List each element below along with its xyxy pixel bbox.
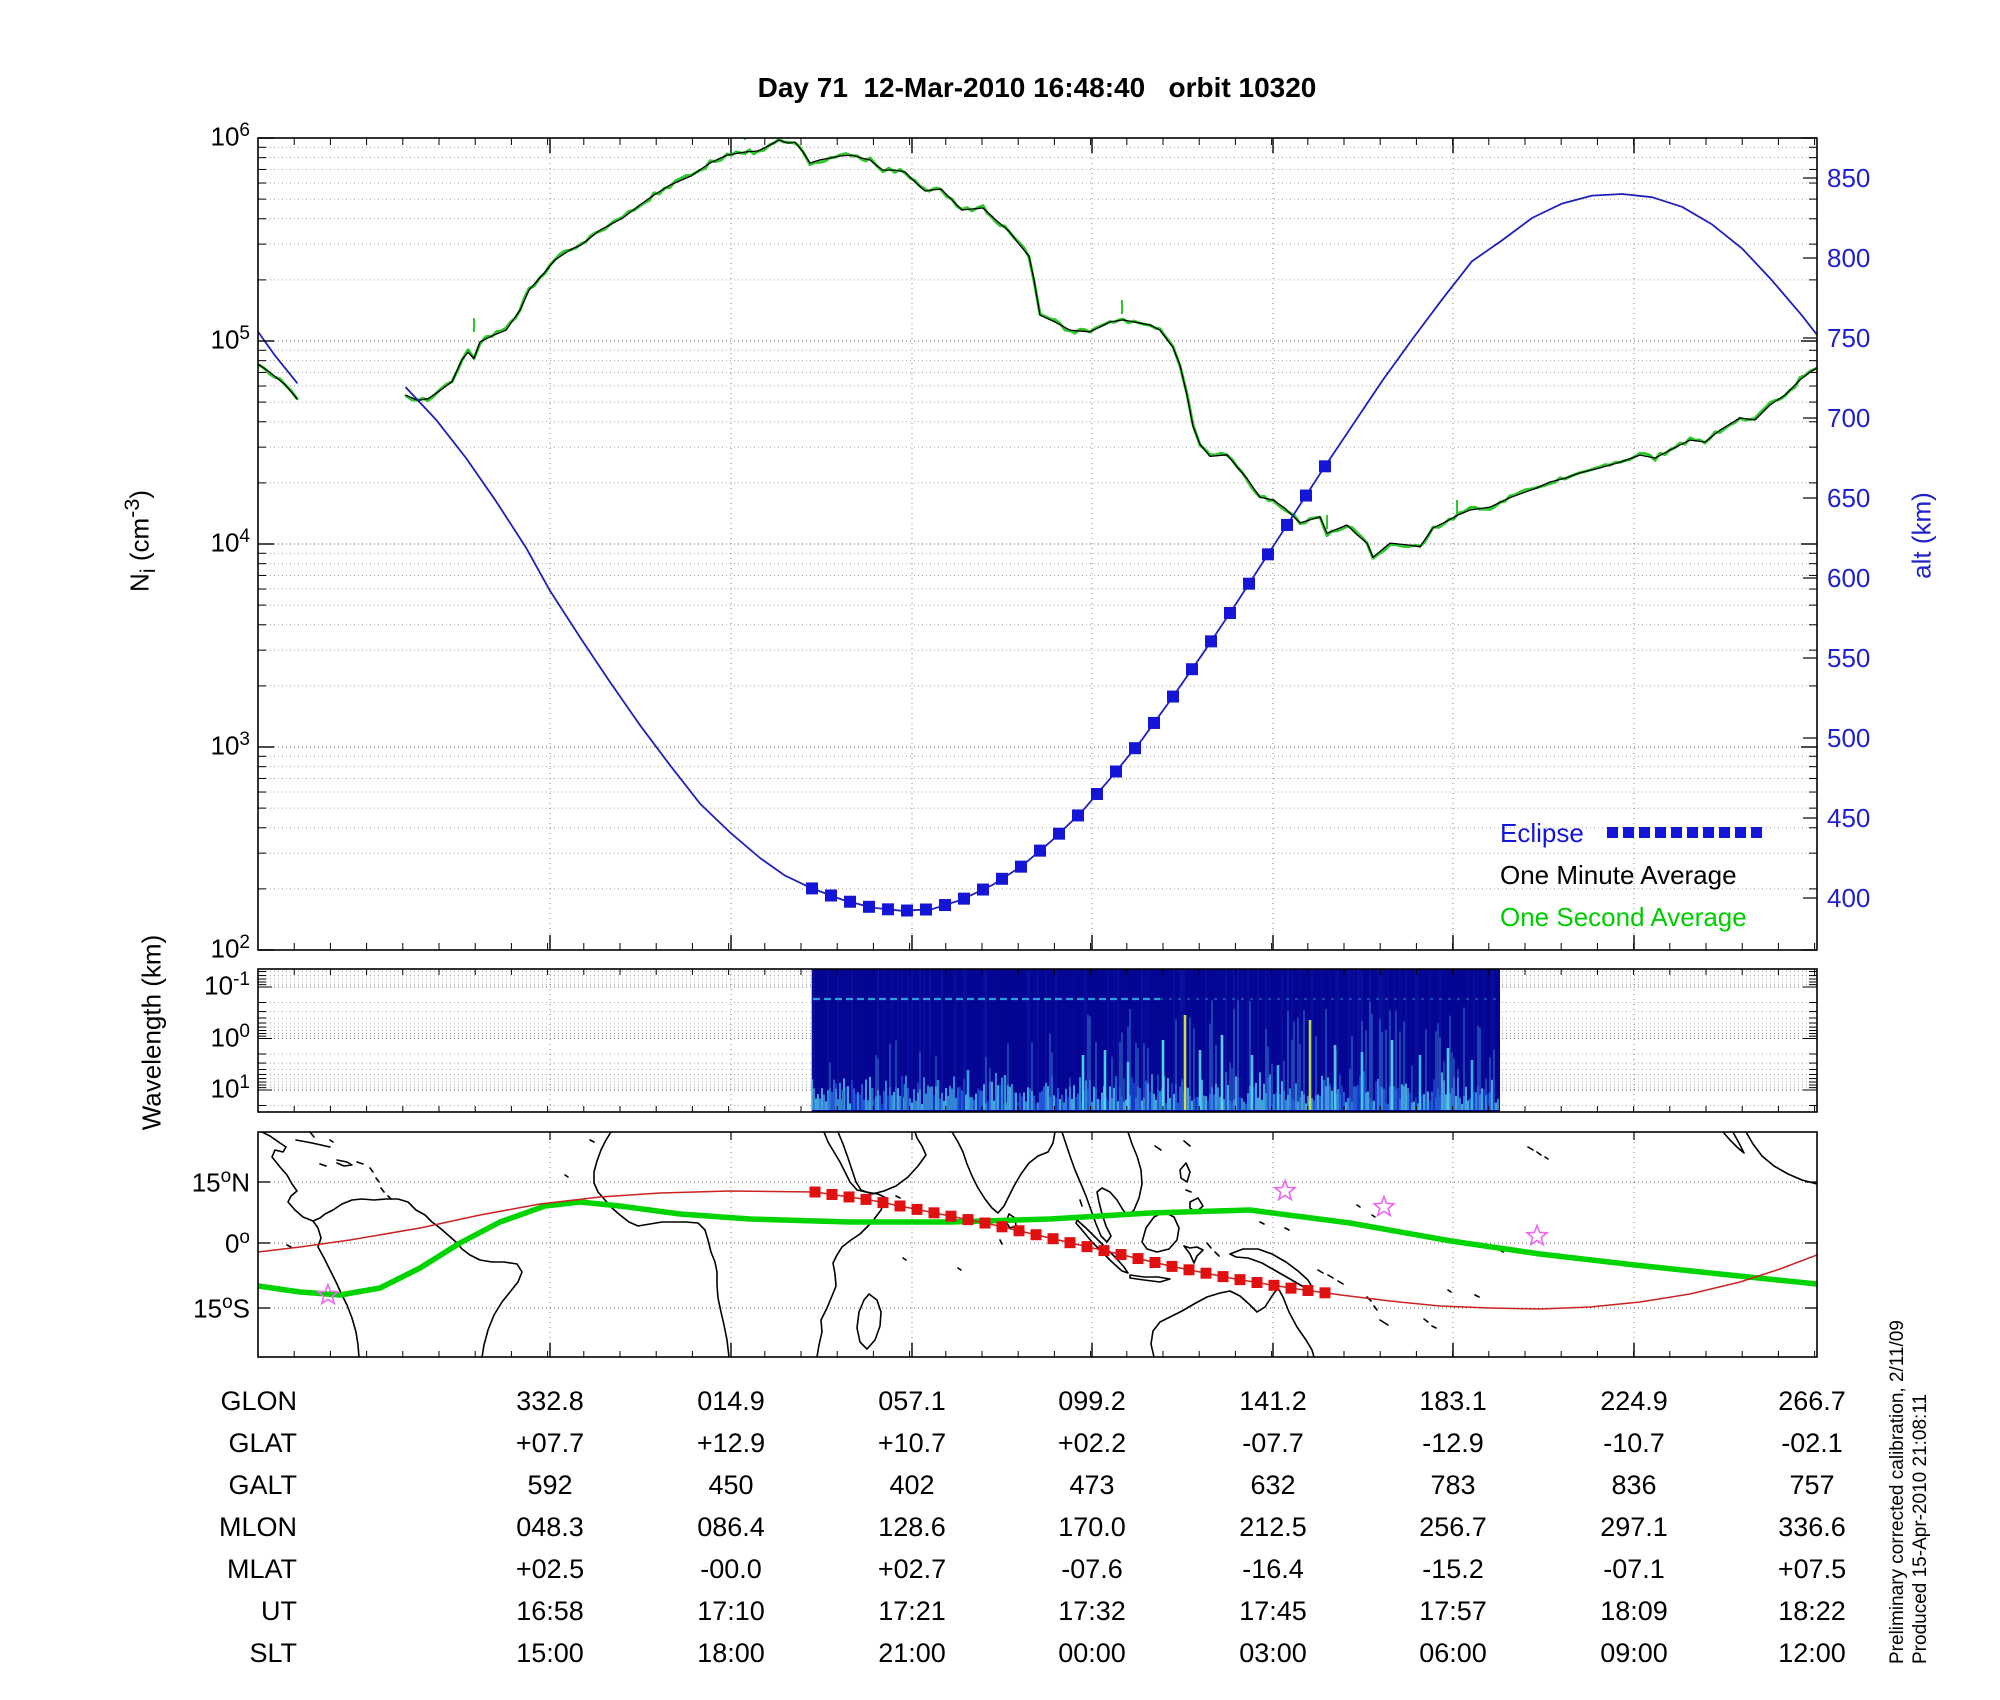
table-cell-GLON-0: 332.8	[516, 1386, 584, 1416]
right-axis-tick-800: 800	[1827, 243, 1871, 273]
table-cell-GLON-3: 099.2	[1058, 1386, 1126, 1416]
right-axis-title: alt (km)	[1906, 492, 1937, 579]
table-cell-GLON-6: 224.9	[1600, 1386, 1668, 1416]
right-axis-tick-650: 650	[1827, 483, 1871, 513]
table-cell-GALT-3: 473	[1069, 1470, 1115, 1500]
table-cell-MLAT-7: +07.5	[1777, 1554, 1847, 1584]
table-cell-SLT-0: 15:00	[516, 1638, 584, 1668]
right-axis-tick-600: 600	[1827, 563, 1871, 593]
table-cell-MLON-2: 128.6	[878, 1512, 946, 1542]
table-cell-MLAT-5: -15.2	[1422, 1554, 1484, 1584]
table-cell-MLAT-3: -07.6	[1061, 1554, 1123, 1584]
table-cell-MLON-0: 048.3	[516, 1512, 584, 1542]
table-cell-MLON-7: 336.6	[1778, 1512, 1846, 1542]
table-cell-UT-2: 17:21	[878, 1596, 946, 1626]
map-lat-label-0: 15oN	[191, 1166, 250, 1198]
table-cell-GALT-2: 402	[889, 1470, 935, 1500]
table-cell-UT-6: 18:09	[1600, 1596, 1668, 1626]
table-cell-GLAT-1: +12.9	[696, 1428, 766, 1458]
left-axis-tick-1e3: 103	[210, 729, 251, 761]
table-cell-MLON-3: 170.0	[1058, 1512, 1126, 1542]
map-lat-label-1: 0o	[224, 1227, 250, 1259]
table-cell-SLT-7: 12:00	[1778, 1638, 1846, 1668]
legend-eclipse-label: Eclipse	[1500, 818, 1584, 848]
right-axis-tick-450: 450	[1827, 803, 1871, 833]
table-cell-GLON-1: 014.9	[697, 1386, 765, 1416]
table-row-label-GLAT: GLAT	[228, 1428, 297, 1458]
right-axis-tick-850: 850	[1827, 163, 1871, 193]
table-cell-GALT-1: 450	[708, 1470, 754, 1500]
legend-one-second-label: One Second Average	[1500, 902, 1747, 932]
table-cell-UT-4: 17:45	[1239, 1596, 1307, 1626]
middle-axis-tick-1e0: 100	[210, 1021, 251, 1053]
table-cell-MLAT-1: -00.0	[700, 1554, 762, 1584]
table-cell-MLON-1: 086.4	[697, 1512, 765, 1542]
table-cell-GLON-7: 266.7	[1778, 1386, 1846, 1416]
table-cell-GLAT-2: +10.7	[877, 1428, 947, 1458]
table-cell-MLON-6: 297.1	[1600, 1512, 1668, 1542]
right-axis-tick-550: 550	[1827, 643, 1871, 673]
table-cell-UT-1: 17:10	[697, 1596, 765, 1626]
table-cell-MLAT-4: -16.4	[1242, 1554, 1304, 1584]
table-row-label-UT: UT	[261, 1596, 297, 1626]
table-cell-SLT-2: 21:00	[878, 1638, 946, 1668]
map-lat-label-2: 15oS	[193, 1292, 250, 1324]
table-cell-GALT-6: 836	[1611, 1470, 1657, 1500]
table-cell-SLT-4: 03:00	[1239, 1638, 1307, 1668]
table-cell-SLT-5: 06:00	[1419, 1638, 1487, 1668]
table-row-label-GALT: GALT	[228, 1470, 297, 1500]
left-axis-tick-1e4: 104	[210, 526, 251, 558]
table-cell-UT-7: 18:22	[1778, 1596, 1846, 1626]
table-cell-MLON-4: 212.5	[1239, 1512, 1307, 1542]
table-row-label-SLT: SLT	[249, 1638, 297, 1668]
table-cell-GLAT-6: -10.7	[1603, 1428, 1665, 1458]
table-cell-SLT-1: 18:00	[697, 1638, 765, 1668]
table-cell-GLAT-4: -07.7	[1242, 1428, 1304, 1458]
table-cell-GLAT-5: -12.9	[1422, 1428, 1484, 1458]
left-axis-tick-1e2: 102	[210, 932, 251, 964]
table-cell-GLAT-3: +02.2	[1057, 1428, 1127, 1458]
table-cell-GALT-0: 592	[527, 1470, 573, 1500]
left-axis-title: Ni (cm-3)	[119, 489, 160, 592]
table-cell-SLT-6: 09:00	[1600, 1638, 1668, 1668]
table-cell-GLAT-0: +07.7	[515, 1428, 585, 1458]
right-axis-tick-400: 400	[1827, 883, 1871, 913]
table-cell-MLAT-0: +02.5	[515, 1554, 585, 1584]
table-cell-MLAT-6: -07.1	[1603, 1554, 1665, 1584]
table-cell-GALT-4: 632	[1250, 1470, 1296, 1500]
left-axis-tick-1e6: 106	[210, 120, 251, 152]
table-cell-UT-3: 17:32	[1058, 1596, 1126, 1626]
side-note-line2: Produced 15-Apr-2010 21:08:11	[1910, 1393, 1931, 1664]
table-cell-MLON-5: 256.7	[1419, 1512, 1487, 1542]
left-axis-tick-1e5: 105	[210, 323, 251, 355]
page-title: Day 71 12-Mar-2010 16:48:40 orbit 10320	[757, 72, 1317, 103]
middle-axis-tick-1e1: 101	[210, 1072, 251, 1104]
right-axis-tick-700: 700	[1827, 403, 1871, 433]
table-cell-MLAT-2: +02.7	[877, 1554, 947, 1584]
table-cell-UT-0: 16:58	[516, 1596, 584, 1626]
table-cell-GLON-2: 057.1	[878, 1386, 946, 1416]
table-cell-GLON-4: 141.2	[1239, 1386, 1307, 1416]
middle-axis-tick-1e-1: 10-1	[204, 969, 250, 1001]
right-axis-tick-750: 750	[1827, 323, 1871, 353]
table-cell-UT-5: 17:57	[1419, 1596, 1487, 1626]
table-row-label-GLON: GLON	[220, 1386, 297, 1416]
table-cell-SLT-3: 00:00	[1058, 1638, 1126, 1668]
right-axis-tick-500: 500	[1827, 723, 1871, 753]
table-cell-GLAT-7: -02.1	[1781, 1428, 1843, 1458]
table-cell-GALT-7: 757	[1789, 1470, 1835, 1500]
legend-one-minute-label: One Minute Average	[1500, 860, 1737, 890]
table-cell-GALT-5: 783	[1430, 1470, 1476, 1500]
table-row-label-MLAT: MLAT	[226, 1554, 297, 1584]
table-cell-GLON-5: 183.1	[1419, 1386, 1487, 1416]
table-row-label-MLON: MLON	[218, 1512, 297, 1542]
